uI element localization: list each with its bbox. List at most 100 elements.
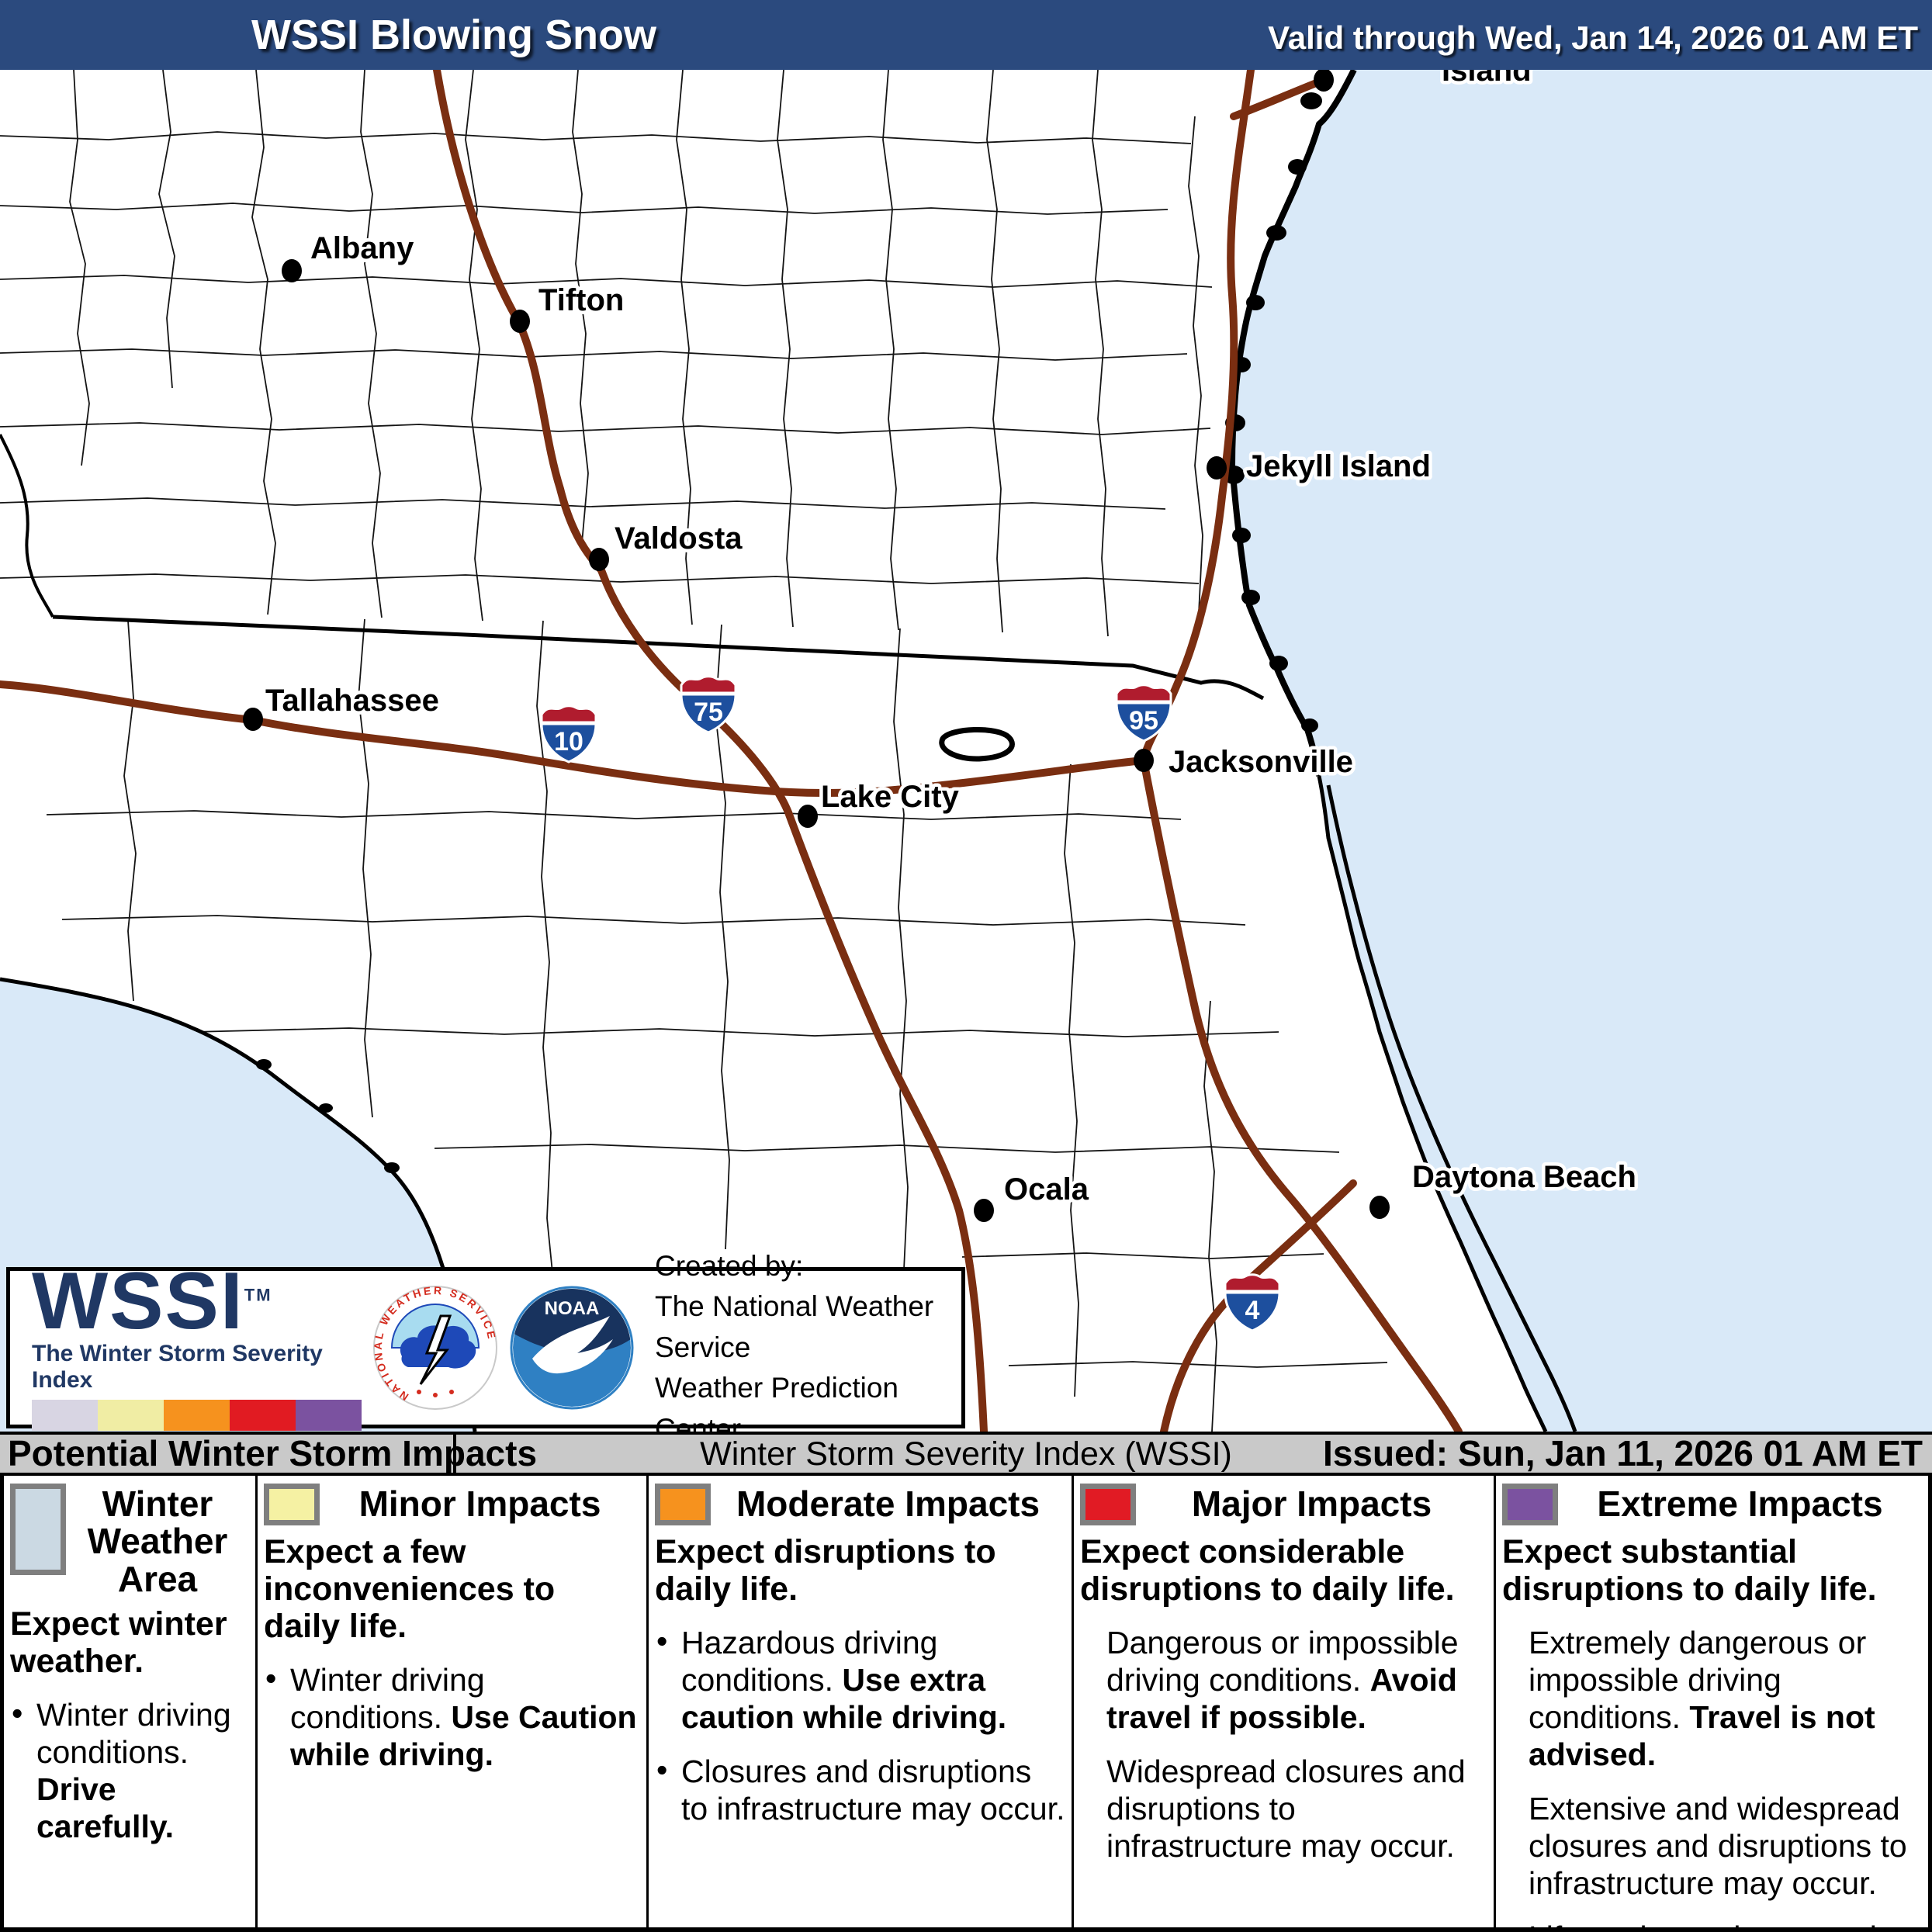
severity-strip-swatch <box>164 1399 230 1431</box>
wssi-logo-box: WSSITM The Winter Storm Severity Index N… <box>6 1250 965 1445</box>
legend-title-minor-impacts: Minor Impacts <box>358 1484 601 1524</box>
map-canvas: 75 10 95 4 Island Albany Tifton Valdosta Jekyll… <box>0 70 1932 1432</box>
legend-lead-minor-impacts: Expect a few inconveniences to daily lif… <box>264 1533 556 1646</box>
coastal-islands <box>256 92 1322 1173</box>
county-boundaries <box>0 70 1388 1432</box>
legend-lead-winter-weather-area: Expect winter weather. <box>10 1605 227 1681</box>
city-dot <box>974 1199 994 1222</box>
city-label: Island <box>1442 70 1532 88</box>
legend-title-extreme-impacts: Extreme Impacts <box>1597 1484 1883 1524</box>
swamp-outline <box>939 727 1015 762</box>
city-tallahassee: Tallahassee <box>243 680 442 731</box>
interstate-shields: 75 10 95 4 <box>540 675 1281 1332</box>
shield-number: 10 <box>554 727 583 757</box>
city-dot <box>589 548 609 571</box>
city-island: Island <box>1314 70 1535 92</box>
legend-item: • Winter driving conditions. Use Caution … <box>265 1660 637 1773</box>
legend-title-winter-weather-area: Winter Weather Area <box>87 1484 228 1599</box>
state-line <box>52 615 1265 701</box>
legend-swatch-minor-impacts <box>264 1484 320 1525</box>
city-daytona-beach: Daytona Beach <box>1369 1157 1639 1219</box>
severity-strip-swatch <box>98 1399 164 1431</box>
noaa-text: NOAA <box>545 1298 600 1319</box>
created-by-line1: The National Weather Service <box>655 1290 934 1363</box>
bullet-glyph: • <box>656 1752 668 1788</box>
legend-column-minor-impacts: Minor Impacts Expect a few inconveniences… <box>258 1476 649 1927</box>
severity-strip-swatch <box>230 1399 296 1431</box>
city-label: Lake City <box>821 780 960 814</box>
severity-strip-swatch <box>296 1399 362 1431</box>
city-label: Daytona Beach <box>1412 1160 1636 1194</box>
city-label: Ocala <box>1004 1172 1089 1207</box>
city-tifton: Tifton <box>510 280 628 333</box>
noaa-logo-icon: NOAA <box>510 1286 634 1410</box>
legend-item: • Closures and disruptions to infrastruct… <box>656 1752 1065 1827</box>
legend-item: Extensive and widespread closures and di… <box>1529 1791 1907 1902</box>
legend-swatch-moderate-impacts <box>655 1484 711 1525</box>
city-label: Albany <box>310 231 414 265</box>
barrier-island <box>1326 784 1577 1432</box>
city-label: Jacksonville <box>1169 745 1353 779</box>
legend-title-moderate-impacts: Moderate Impacts <box>736 1484 1040 1524</box>
shield-number: 4 <box>1245 1296 1260 1325</box>
city-label: Tallahassee <box>265 684 439 718</box>
wssi-tagline: The Winter Storm Severity Index <box>32 1340 323 1393</box>
legend-lead-major-impacts: Expect considerable disruptions to daily… <box>1080 1533 1455 1608</box>
river-boundary <box>0 434 54 618</box>
legend-lead-moderate-impacts: Expect disruptions to daily life. <box>655 1533 996 1608</box>
wssi-wordmark-block: WSSITM The Winter Storm Severity Index <box>10 1256 362 1431</box>
bar-left-title: Potential Winter Storm Impacts <box>8 1433 538 1473</box>
coastline-florida <box>1317 775 1548 1432</box>
city-dot <box>1207 456 1227 480</box>
wssi-wordmark: WSSITM <box>32 1256 272 1347</box>
road-island-spur <box>1230 77 1326 120</box>
nws-logo-icon: NATIONAL WEATHER SERVICE <box>372 1285 497 1410</box>
legend-column-extreme-impacts: Extreme Impacts Expect substantial disrup… <box>1496 1476 1928 1927</box>
city-dot <box>1134 749 1154 772</box>
legend-item: Extremely dangerous or impossible drivin… <box>1529 1625 1875 1773</box>
created-by-block: Created by: The National Weather Service… <box>655 1246 961 1450</box>
issued-text: Issued: Sun, Jan 11, 2026 01 AM ET <box>1323 1433 1923 1473</box>
header-bar: WSSI Blowing Snow Valid through Wed, Jan… <box>0 0 1932 70</box>
city-albany: Albany <box>282 228 418 282</box>
city-ocala: Ocala <box>974 1169 1092 1222</box>
road-i10 <box>0 680 1148 798</box>
legend-column-major-impacts: Major Impacts Expect considerable disrupt… <box>1074 1476 1496 1927</box>
legend-item: Dangerous or impossible driving conditio… <box>1106 1625 1459 1736</box>
legend-item: • Winter driving conditions. Drive carefu… <box>12 1695 231 1845</box>
valid-through-text: Valid through Wed, Jan 14, 2026 01 AM ET <box>1268 19 1918 56</box>
legend-swatch-major-impacts <box>1080 1484 1136 1525</box>
bar-center-title: Winter Storm Severity Index (WSSI) <box>700 1435 1232 1473</box>
city-label: Tifton <box>538 283 624 317</box>
legend-column-moderate-impacts: Moderate Impacts Expect disruptions to da… <box>649 1476 1074 1927</box>
wssi-map: 75 10 95 4 Island Albany Tifton Valdosta Jekyll… <box>0 70 1932 1432</box>
city-dot <box>510 310 530 333</box>
legend-title-major-impacts: Major Impacts <box>1191 1484 1432 1524</box>
legend-item: Widespread closures and disruptions to i… <box>1106 1754 1466 1864</box>
interstate-4-shield: 4 <box>1224 1273 1281 1332</box>
impacts-title-bar: Potential Winter Storm Impacts Winter St… <box>0 1432 1932 1476</box>
city-dot <box>1314 70 1334 92</box>
severity-strip-swatch <box>32 1399 98 1431</box>
legend-lead-extreme-impacts: Expect substantial disruptions to daily … <box>1502 1533 1877 1608</box>
city-label: Valdosta <box>615 521 743 556</box>
bullet-glyph: • <box>265 1660 277 1697</box>
legend-column-winter-weather-area: Winter Weather Area Expect winter weather… <box>4 1476 258 1927</box>
interstate-75-shield: 75 <box>680 675 737 734</box>
bullet-glyph: • <box>656 1623 668 1660</box>
legend-swatch-winter-weather-area <box>10 1484 66 1575</box>
impacts-legend: Winter Weather Area Expect winter weather… <box>0 1476 1932 1932</box>
tm-mark: TM <box>244 1285 272 1305</box>
interstate-10-shield: 10 <box>540 705 597 763</box>
bullet-glyph: • <box>12 1695 23 1732</box>
city-label: Jekyll Island <box>1246 449 1431 483</box>
city-dot <box>282 259 302 282</box>
shield-number: 95 <box>1129 706 1158 736</box>
city-jacksonville: Jacksonville <box>1134 742 1356 783</box>
city-dot <box>243 708 263 731</box>
legend-item: • Hazardous driving conditions. Use extra… <box>656 1623 1007 1736</box>
city-jekyll-island: Jekyll Island <box>1207 446 1434 487</box>
city-markers: Island Albany Tifton Valdosta Jekyll Island T… <box>243 70 1639 1222</box>
legend-swatch-extreme-impacts <box>1502 1484 1558 1525</box>
bar-divider <box>453 1435 456 1473</box>
